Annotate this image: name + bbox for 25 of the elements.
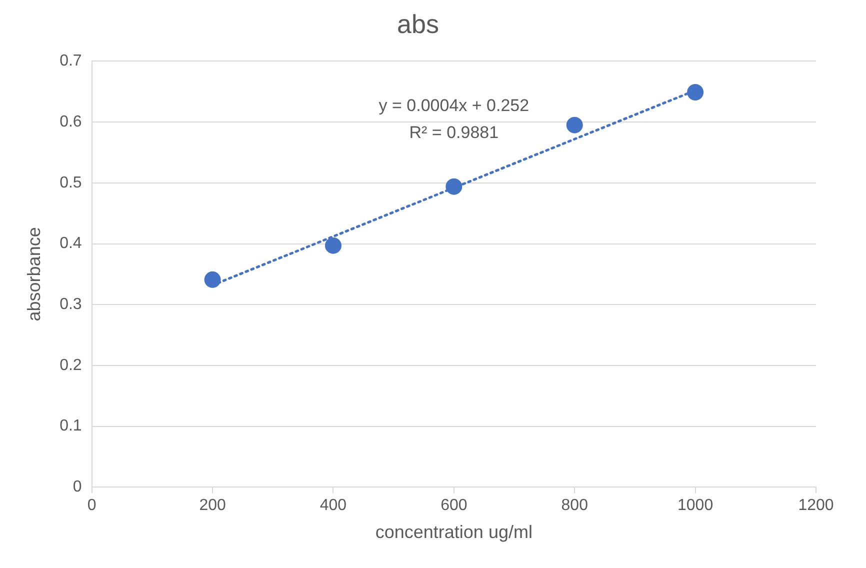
x-tick-label: 0	[87, 497, 96, 514]
y-tick-label: 0.7	[60, 52, 82, 70]
y-tick-label: 0.2	[60, 356, 82, 374]
x-axis-title: concentration ug/ml	[375, 522, 532, 542]
y-axis-title: absorbance	[24, 227, 44, 322]
x-tick-label: 1000	[678, 497, 714, 514]
chart-title: abs	[397, 8, 439, 39]
x-tick-label: 1200	[798, 497, 834, 514]
x-tick-label: 600	[440, 497, 468, 514]
y-tick-label: 0.1	[60, 418, 82, 435]
y-tick-label: 0.5	[60, 174, 82, 192]
x-tick-label: 800	[561, 497, 588, 514]
annotation: y = 0.0004x + 0.252	[378, 96, 530, 115]
x-tick-label: 400	[320, 497, 347, 514]
y-tick-label: 0.6	[60, 113, 82, 130]
point	[204, 271, 221, 288]
x-tick-label: 200	[199, 497, 226, 514]
point	[566, 116, 583, 134]
y-tick-label: 0.3	[60, 296, 82, 314]
point	[446, 178, 462, 195]
y-tick-label: 0	[72, 478, 82, 496]
annotation: R² = 0.9881	[409, 122, 499, 142]
y-tick-label: 0.4	[60, 235, 82, 252]
point	[687, 84, 704, 100]
point	[324, 237, 342, 254]
